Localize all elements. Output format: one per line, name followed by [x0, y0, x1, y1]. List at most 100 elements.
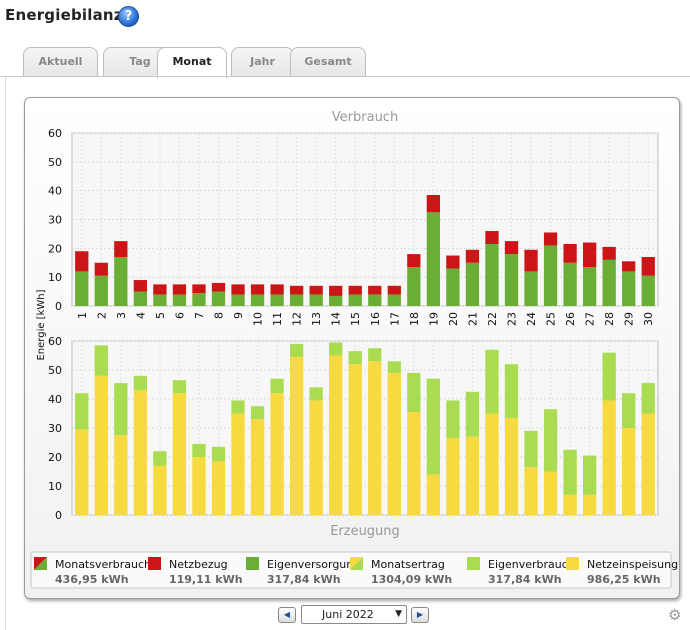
tab-gesamt[interactable]: Gesamt [290, 47, 366, 76]
bar-netzeinspeisung [348, 364, 362, 515]
legend-swatch [467, 557, 480, 570]
bar-eigenversorgung [153, 294, 167, 306]
bar-netzbezug [289, 285, 304, 295]
bar-netzbezug [368, 285, 382, 295]
y-tick-label: 0 [55, 509, 62, 522]
legend-swatch [566, 557, 579, 570]
bar-netzeinspeisung [270, 393, 284, 515]
bar-eigenverbrauch [192, 443, 206, 457]
tab-monat[interactable]: Monat [157, 47, 227, 78]
bar-eigenversorgung [387, 294, 401, 306]
bar-eigenverbrauch [348, 351, 362, 365]
x-tick-label: 11 [271, 312, 284, 326]
bar-eigenversorgung [622, 271, 636, 306]
bar-eigenversorgung [250, 294, 265, 306]
x-tick-label: 7 [193, 312, 206, 319]
y-tick-label: 20 [48, 451, 62, 464]
legend-value: 119,11 kWh [169, 573, 243, 586]
page-title: Energiebilanz [5, 6, 123, 24]
x-tick-label: 6 [173, 312, 186, 319]
y-tick-label: 30 [48, 422, 62, 435]
x-tick-label: 1 [76, 312, 89, 319]
tab-jahr[interactable]: Jahr [231, 47, 294, 76]
bar-eigenversorgung [192, 293, 206, 306]
bar-netzeinspeisung [563, 494, 577, 515]
y-tick-label: 40 [48, 393, 62, 406]
bar-eigenversorgung [485, 244, 499, 306]
bar-netzeinspeisung [289, 356, 304, 515]
bar-eigenversorgung [426, 212, 441, 306]
bar-eigenversorgung [211, 291, 226, 306]
x-tick-label: 12 [291, 312, 304, 326]
bar-netzbezug [446, 255, 460, 269]
bar-eigenversorgung [172, 294, 187, 306]
tab-aktuell[interactable]: Aktuell [23, 47, 98, 76]
prev-month-button[interactable]: ◀ [278, 607, 296, 623]
bar-eigenverbrauch [153, 451, 167, 466]
bar-eigenversorgung [563, 262, 577, 306]
bar-netzeinspeisung [192, 457, 206, 515]
bar-netzeinspeisung [75, 429, 89, 515]
bar-netzeinspeisung [329, 355, 343, 515]
bar-netzbezug [407, 254, 421, 268]
bar-netzeinspeisung [172, 393, 187, 515]
x-tick-label: 18 [408, 312, 421, 326]
x-tick-label: 4 [134, 312, 147, 319]
legend-label: Netzbezug [169, 558, 228, 571]
help-icon[interactable]: ? [118, 6, 139, 27]
x-tick-label: 2 [95, 312, 108, 319]
legend-swatch [148, 557, 161, 570]
bar-netzbezug [504, 241, 519, 255]
bar-eigenversorgung [582, 267, 597, 306]
bar-eigenverbrauch [563, 449, 577, 495]
tab-divider [0, 76, 690, 77]
bar-eigenverbrauch [504, 364, 519, 418]
bar-eigenversorgung [348, 294, 362, 306]
next-month-button[interactable]: ▶ [411, 607, 429, 623]
bar-netzbezug [329, 285, 343, 296]
bar-eigenverbrauch [485, 349, 499, 414]
y-axis-label: Energie [kWh] [36, 289, 47, 360]
legend-label: Eigenversorgung [267, 558, 360, 571]
bar-eigenverbrauch [387, 361, 401, 373]
month-select-value: Juni 2022 [322, 608, 374, 621]
tab-panel [5, 77, 690, 630]
bar-eigenverbrauch [231, 400, 245, 414]
x-tick-label: 23 [506, 312, 519, 326]
bar-eigenversorgung [368, 294, 382, 306]
bar-eigenverbrauch [582, 455, 597, 495]
bar-eigenverbrauch [250, 406, 265, 420]
bar-netzbezug [387, 285, 401, 295]
bar-eigenverbrauch [446, 400, 460, 439]
bar-netzeinspeisung [465, 436, 480, 515]
bar-netzeinspeisung [114, 435, 128, 515]
x-tick-label: 21 [466, 312, 479, 326]
month-select[interactable]: Juni 2022 ▼ [301, 605, 407, 624]
bar-eigenverbrauch [543, 409, 558, 472]
bar-netzbezug [270, 284, 284, 295]
bar-eigenverbrauch [641, 383, 655, 414]
bar-netzeinspeisung [231, 413, 245, 515]
x-tick-label: 24 [525, 312, 538, 326]
bar-eigenverbrauch [114, 383, 128, 436]
legend-swatch [246, 557, 259, 570]
bar-netzbezug [563, 244, 577, 263]
x-tick-label: 5 [154, 312, 167, 319]
bar-netzeinspeisung [250, 419, 265, 515]
bar-eigenversorgung [133, 291, 148, 306]
bar-netzbezug [114, 241, 128, 257]
y-tick-label: 50 [48, 364, 62, 377]
x-tick-label: 27 [584, 312, 597, 326]
bar-eigenversorgung [309, 294, 323, 306]
bar-eigenversorgung [641, 275, 655, 306]
bar-netzeinspeisung [153, 465, 167, 515]
y-tick-label: 30 [48, 214, 62, 227]
bar-eigenversorgung [270, 294, 284, 306]
x-tick-label: 19 [427, 312, 440, 326]
x-tick-label: 16 [369, 312, 382, 326]
gear-icon[interactable]: ⚙ [668, 606, 682, 624]
legend-label: Monatsertrag [371, 558, 445, 571]
bar-eigenverbrauch [172, 380, 187, 394]
y-tick-label: 0 [55, 300, 62, 313]
